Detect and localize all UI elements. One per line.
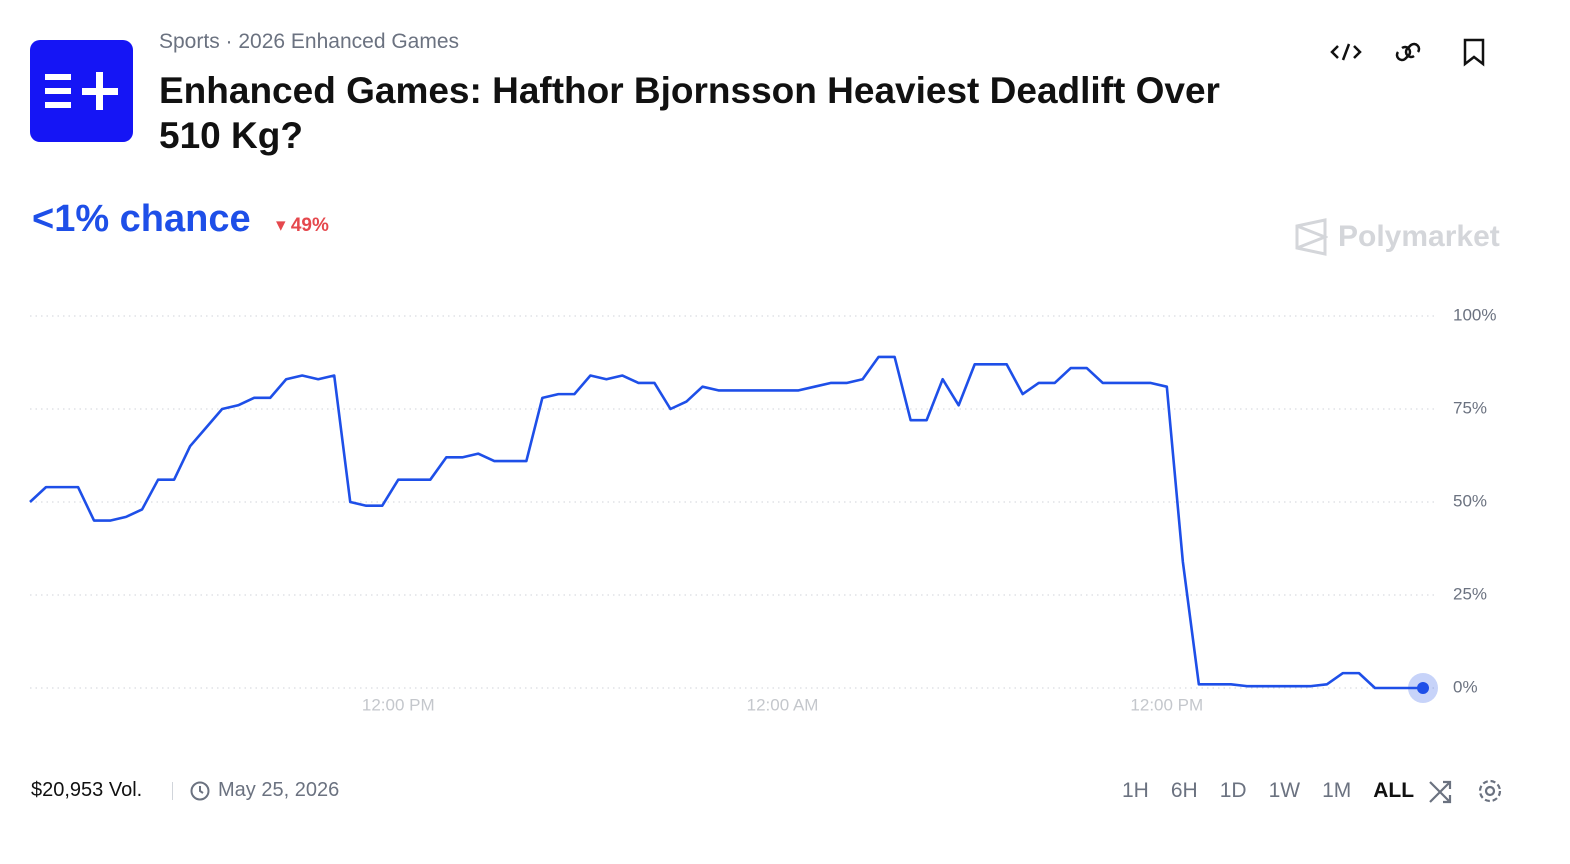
odds-change: ▾ 49% bbox=[276, 215, 329, 236]
odds-headline: <1% chance bbox=[32, 198, 251, 240]
brand-icon bbox=[1295, 218, 1328, 256]
x-tick-label: 12:00 PM bbox=[1130, 695, 1203, 714]
range-button[interactable]: 6H bbox=[1170, 779, 1198, 802]
y-tick-label: 25% bbox=[1453, 584, 1487, 603]
y-tick-label: 100% bbox=[1453, 305, 1496, 324]
range-button[interactable]: 1W bbox=[1268, 779, 1301, 802]
price-line bbox=[29, 355, 1423, 690]
range-button[interactable]: ALL bbox=[1373, 779, 1415, 802]
volume: $20,953 Vol. bbox=[31, 779, 143, 801]
chart: 0% 25% 50% 75% 100% 12:00 PM 12:00 AM 12:00 PM bbox=[29, 305, 1496, 714]
range-button[interactable]: 1D bbox=[1219, 779, 1247, 802]
event[interactable]: 2026 Enhanced Games bbox=[238, 30, 460, 53]
brand-name: Polymarket bbox=[1338, 220, 1500, 253]
y-tick-label: 75% bbox=[1453, 398, 1487, 417]
range-button[interactable]: 1M bbox=[1322, 779, 1352, 802]
chart-controls[interactable] bbox=[1428, 778, 1508, 806]
brand: Polymarket bbox=[1294, 218, 1500, 256]
logo bbox=[30, 40, 133, 142]
range-button[interactable]: 1H bbox=[1122, 779, 1149, 802]
end-date: May 25, 2026 bbox=[190, 779, 339, 802]
last-point bbox=[1417, 682, 1429, 694]
y-tick-label: 50% bbox=[1453, 491, 1487, 510]
y-tick-label: 0% bbox=[1453, 677, 1478, 696]
breadcrumb: Sports · 2026 Enhanced Games bbox=[159, 30, 460, 53]
range-buttons: 1H 6H 1D 1W 1M ALL bbox=[1122, 779, 1414, 803]
x-tick-label: 12:00 PM bbox=[362, 695, 435, 714]
x-tick-label: 12:00 AM bbox=[747, 695, 819, 714]
category[interactable]: Sports bbox=[159, 30, 220, 53]
actions[interactable] bbox=[1330, 36, 1500, 68]
market-title: Enhanced Games: Hafthor Bjornsson Heavie… bbox=[159, 70, 1220, 156]
clock-icon bbox=[190, 781, 210, 800]
date-text: May 25, 2026 bbox=[218, 779, 340, 801]
divider bbox=[172, 782, 173, 800]
change-value: 49% bbox=[290, 215, 329, 236]
